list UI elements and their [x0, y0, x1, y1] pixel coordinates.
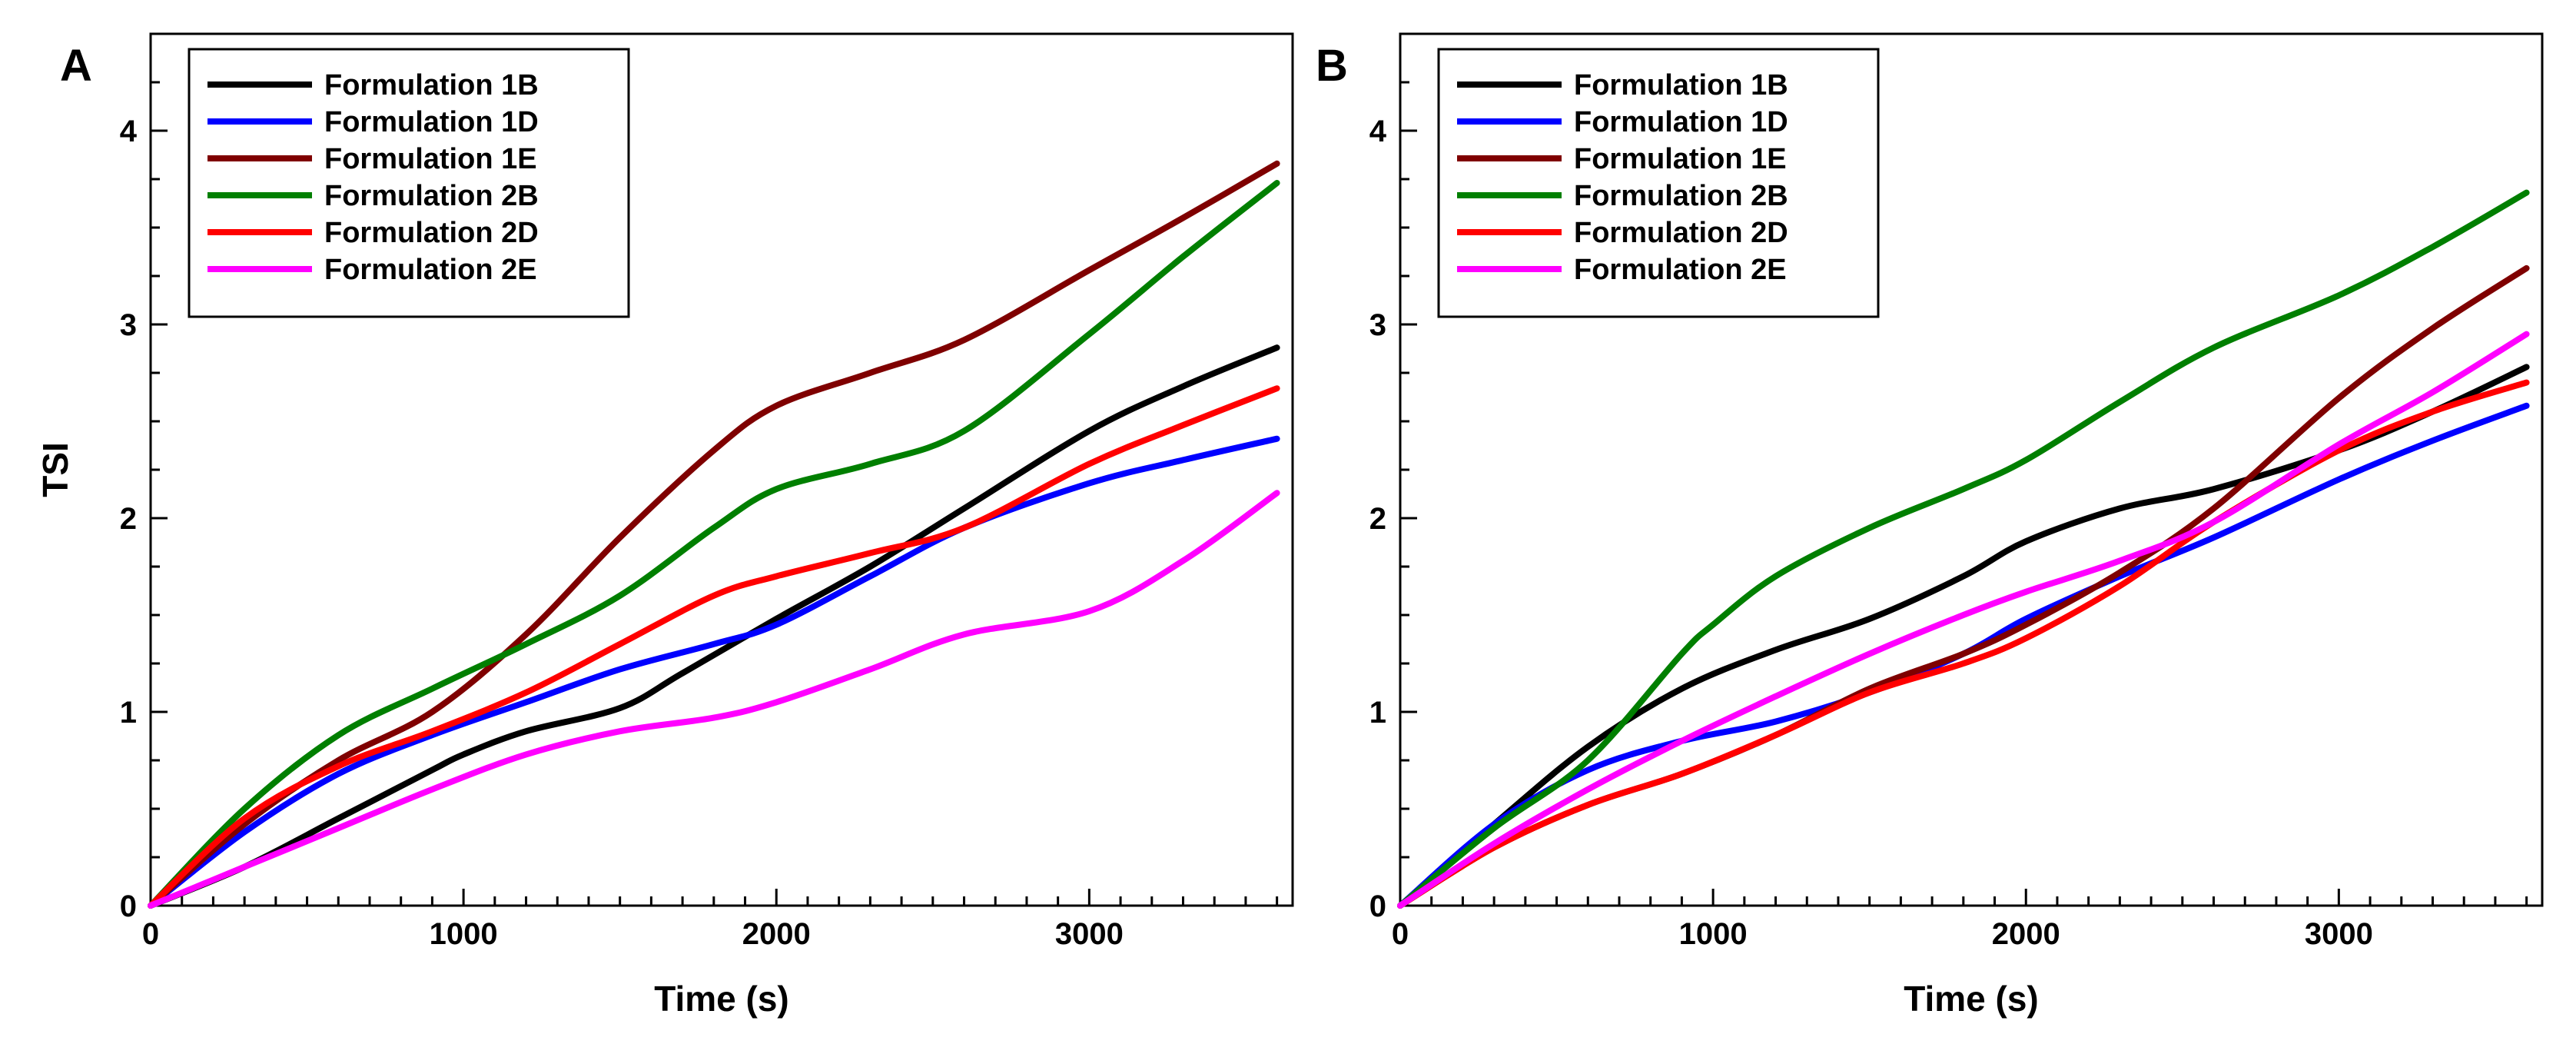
y-tick-label: 1 [120, 696, 137, 730]
y-tick-label: 3 [120, 308, 137, 342]
series-line-formulation-2e [1397, 331, 2530, 909]
y-tick-label: 2 [1369, 502, 1386, 536]
x-tick-label: 2000 [742, 917, 811, 951]
series-line-formulation-2b [1397, 189, 2530, 909]
series-line-formulation-2e [148, 490, 1280, 909]
legend-b: Formulation 1B Formulation 1D Formulation … [1437, 48, 1880, 318]
legend-label: Formulation 2D [324, 217, 539, 249]
legend-a: Formulation 1B Formulation 1D Formulation … [188, 48, 630, 318]
panel-letter-a: A [60, 41, 92, 91]
x-tick-label: 0 [142, 917, 159, 951]
series-line-formulation-2d [148, 385, 1280, 909]
x-axis-title-b: Time (s) [1904, 979, 2039, 1019]
legend-label: Formulation 1B [1574, 69, 1788, 101]
panel-letter-b: B [1316, 41, 1348, 91]
y-tick-label: 2 [120, 502, 137, 536]
legend-label: Formulation 2D [1574, 217, 1788, 249]
legend-label: Formulation 2B [1574, 180, 1788, 212]
y-tick-label: 0 [120, 889, 137, 923]
axis-ticks-b: 0 1000 2000 3000 0 1 2 3 4 [1369, 81, 2528, 951]
legend-items-b: Formulation 1B Formulation 1D Formulation … [1457, 69, 1788, 286]
series-group-a [148, 160, 1280, 909]
y-tick-label: 3 [1369, 308, 1386, 342]
legend-label: Formulation 2B [324, 180, 539, 212]
legend-label: Formulation 2E [1574, 254, 1787, 286]
x-tick-label: 1000 [1679, 917, 1748, 951]
y-tick-label: 0 [1369, 889, 1386, 923]
panel-a: A 0 1000 2000 3000 0 1 2 3 4 Time (s) TSI Formul… [35, 32, 1294, 1019]
legend-label: Formulation 2E [324, 254, 537, 286]
y-tick-label: 4 [1369, 115, 1387, 148]
x-tick-label: 3000 [1055, 917, 1124, 951]
legend-label: Formulation 1D [1574, 106, 1788, 138]
panel-b: B 0 1000 2000 3000 0 1 2 3 4 Time (s) Formulatio… [1316, 32, 2544, 1019]
series-line-formulation-1b [148, 344, 1280, 909]
y-axis-title-a: TSI [35, 442, 75, 497]
y-tick-label: 1 [1369, 696, 1386, 730]
x-tick-label: 1000 [430, 917, 498, 951]
y-tick-label: 4 [120, 115, 138, 148]
series-group-b [1397, 189, 2530, 909]
legend-label: Formulation 1E [324, 143, 537, 175]
x-axis-title-a: Time (s) [654, 979, 789, 1019]
series-line-formulation-2d [1397, 379, 2530, 909]
axis-ticks-a: 0 1000 2000 3000 0 1 2 3 4 [120, 81, 1279, 951]
series-line-formulation-1d [148, 435, 1280, 909]
series-line-formulation-2b [148, 180, 1280, 909]
legend-items-a: Formulation 1B Formulation 1D Formulation … [207, 69, 539, 286]
legend-label: Formulation 1E [1574, 143, 1787, 175]
series-line-formulation-1e [148, 160, 1280, 909]
x-tick-label: 0 [1392, 917, 1409, 951]
legend-label: Formulation 1D [324, 106, 539, 138]
x-tick-label: 3000 [2305, 917, 2373, 951]
x-tick-label: 2000 [1992, 917, 2060, 951]
legend-label: Formulation 1B [324, 69, 539, 101]
